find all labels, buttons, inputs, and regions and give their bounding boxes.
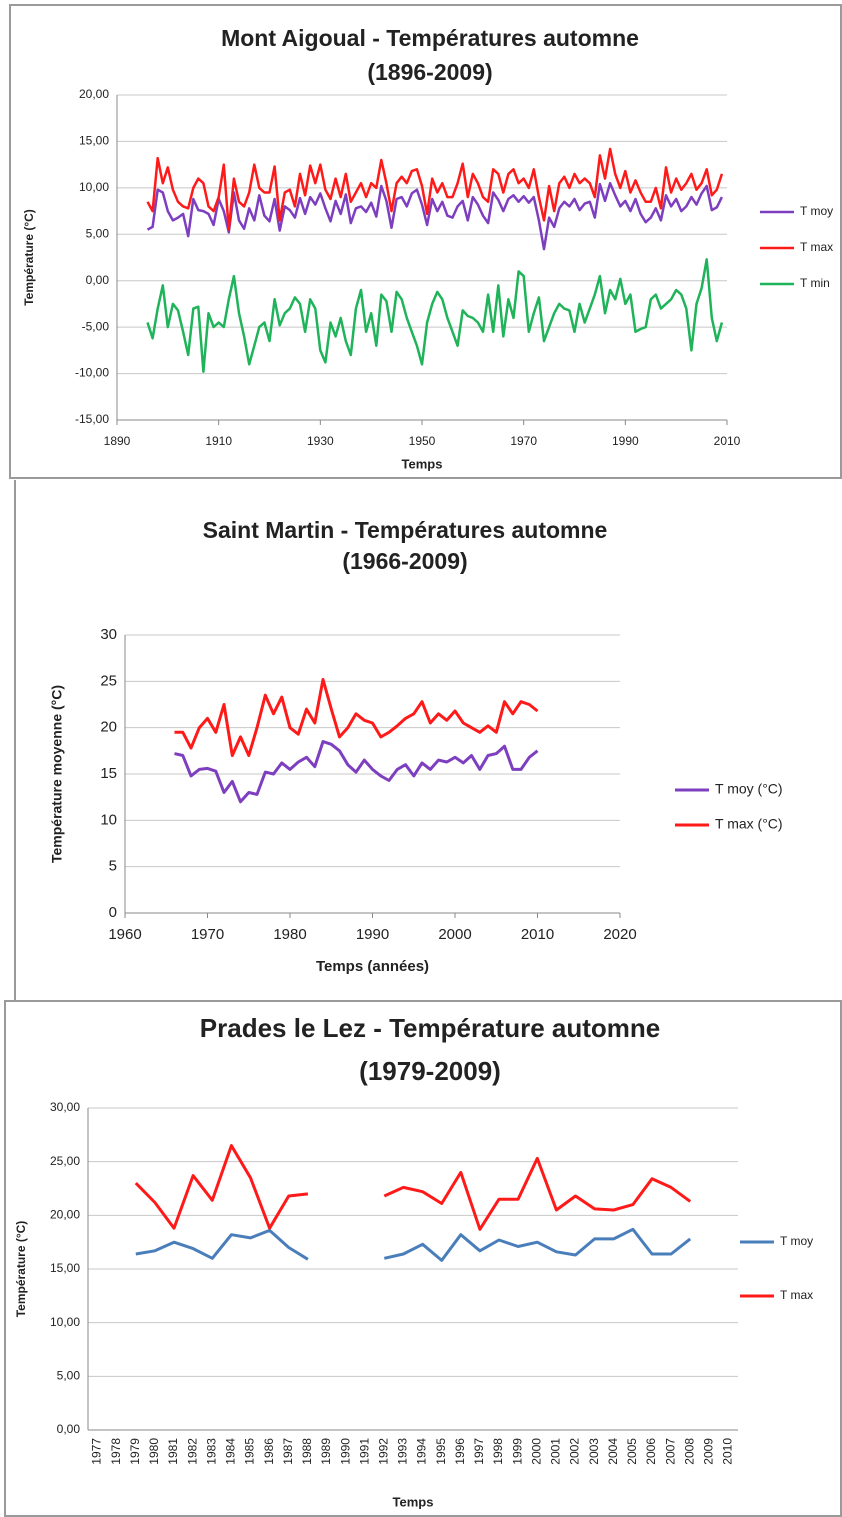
x-tick-label: 1910 xyxy=(205,434,232,448)
y-tick-label: 10,00 xyxy=(50,1315,80,1329)
series-line xyxy=(146,147,724,231)
y-tick-label: 10,00 xyxy=(79,180,109,194)
x-tick-label: 1978 xyxy=(109,1438,123,1465)
y-tick-label: 0 xyxy=(109,904,117,921)
x-tick-label: 2005 xyxy=(625,1438,639,1465)
x-tick-label: 1990 xyxy=(356,926,389,943)
y-tick-label: 30,00 xyxy=(50,1100,80,1114)
y-axis-label: Température (°C) xyxy=(14,1221,28,1318)
chart-subtitle: (1966-2009) xyxy=(342,548,467,574)
chart-subtitle: (1979-2009) xyxy=(359,1056,501,1086)
x-tick-label: 1998 xyxy=(491,1438,505,1465)
series-line xyxy=(174,678,539,757)
x-tick-label: 2009 xyxy=(701,1438,715,1465)
legend-label: T min xyxy=(800,276,830,290)
x-tick-label: 2003 xyxy=(587,1438,601,1465)
x-tick-label: 2008 xyxy=(682,1438,696,1465)
x-tick-label: 1992 xyxy=(376,1438,390,1465)
chart-title: Mont Aigoual - Températures automne xyxy=(221,25,639,51)
x-tick-label: 2000 xyxy=(438,926,471,943)
y-tick-label: 10 xyxy=(100,811,117,828)
x-tick-label: 1997 xyxy=(472,1438,486,1465)
y-tick-label: -10,00 xyxy=(75,366,109,380)
y-tick-label: 15,00 xyxy=(50,1261,80,1275)
x-tick-label: 1980 xyxy=(147,1438,161,1465)
x-tick-label: 1970 xyxy=(191,926,224,943)
legend-label: T max xyxy=(780,1288,813,1302)
y-tick-label: 5 xyxy=(109,858,117,875)
x-tick-label: 1993 xyxy=(396,1438,410,1465)
x-tick-label: 2002 xyxy=(568,1438,582,1465)
x-tick-label: 1995 xyxy=(434,1438,448,1465)
x-tick-label: 2007 xyxy=(663,1438,677,1465)
x-tick-label: 1950 xyxy=(409,434,436,448)
y-axis-label: Température (°C) xyxy=(22,209,36,306)
series-line xyxy=(146,181,724,251)
x-tick-label: 1990 xyxy=(338,1438,352,1465)
y-tick-label: 20 xyxy=(100,719,117,736)
x-tick-label: 2010 xyxy=(721,1438,735,1465)
x-tick-label: 1890 xyxy=(104,434,131,448)
x-tick-label: 2006 xyxy=(644,1438,658,1465)
x-axis-label: Temps (années) xyxy=(316,958,429,975)
legend-label: T max (°C) xyxy=(715,816,783,832)
x-tick-label: 1977 xyxy=(90,1438,104,1465)
x-tick-label: 1994 xyxy=(415,1438,429,1465)
x-tick-label: 1987 xyxy=(281,1438,295,1465)
x-tick-label: 2000 xyxy=(529,1438,543,1465)
x-axis-label: Temps xyxy=(402,456,443,471)
y-tick-label: 25 xyxy=(100,672,117,689)
y-tick-label: 15,00 xyxy=(79,134,109,148)
series-line xyxy=(174,740,539,804)
legend-label: T moy xyxy=(800,204,833,218)
y-tick-label: 20,00 xyxy=(79,87,109,101)
y-tick-label: 30 xyxy=(100,626,117,643)
chart-subtitle: (1896-2009) xyxy=(367,59,492,85)
chart-frame xyxy=(4,1000,842,1517)
y-tick-label: 20,00 xyxy=(50,1208,80,1222)
x-tick-label: 1983 xyxy=(204,1438,218,1465)
series-line xyxy=(134,1144,692,1231)
y-tick-label: -15,00 xyxy=(75,412,109,426)
y-tick-label: 5,00 xyxy=(57,1369,81,1383)
series-line xyxy=(135,1227,692,1262)
x-tick-label: 2004 xyxy=(606,1438,620,1465)
x-tick-label: 1999 xyxy=(510,1438,524,1465)
x-tick-label: 1985 xyxy=(243,1438,257,1465)
chart-frame xyxy=(9,4,842,479)
x-tick-label: 1990 xyxy=(612,434,639,448)
x-tick-label: 2001 xyxy=(549,1438,563,1465)
x-tick-label: 1979 xyxy=(128,1438,142,1465)
x-tick-label: 1982 xyxy=(185,1438,199,1465)
x-tick-label: 1991 xyxy=(357,1438,371,1465)
x-tick-label: 1988 xyxy=(300,1438,314,1465)
y-tick-label: 15 xyxy=(100,765,117,782)
x-tick-label: 1981 xyxy=(166,1438,180,1465)
chart-title: Prades le Lez - Température automne xyxy=(200,1013,660,1043)
legend-label: T max xyxy=(800,240,833,254)
y-tick-label: 25,00 xyxy=(50,1154,80,1168)
x-axis-label: Temps xyxy=(393,1494,434,1509)
x-tick-label: 1980 xyxy=(273,926,306,943)
x-tick-label: 1996 xyxy=(453,1438,467,1465)
series-line xyxy=(146,258,724,373)
x-tick-label: 1970 xyxy=(510,434,537,448)
x-tick-label: 2010 xyxy=(714,434,741,448)
y-tick-label: -5,00 xyxy=(82,319,110,333)
x-tick-label: 1984 xyxy=(224,1438,238,1465)
chart-title: Saint Martin - Températures automne xyxy=(203,517,608,543)
x-tick-label: 1930 xyxy=(307,434,334,448)
y-tick-label: 0,00 xyxy=(86,273,110,287)
x-tick-label: 2010 xyxy=(521,926,554,943)
legend-label: T moy xyxy=(780,1234,813,1248)
x-tick-label: 2020 xyxy=(603,926,636,943)
y-tick-label: 0,00 xyxy=(57,1422,81,1436)
x-tick-label: 1960 xyxy=(108,926,141,943)
legend-label: T moy (°C) xyxy=(715,781,783,797)
x-tick-label: 1986 xyxy=(262,1438,276,1465)
y-axis-label: Température moyenne (°C) xyxy=(49,685,65,863)
y-tick-label: 5,00 xyxy=(86,226,110,240)
x-tick-label: 1989 xyxy=(319,1438,333,1465)
